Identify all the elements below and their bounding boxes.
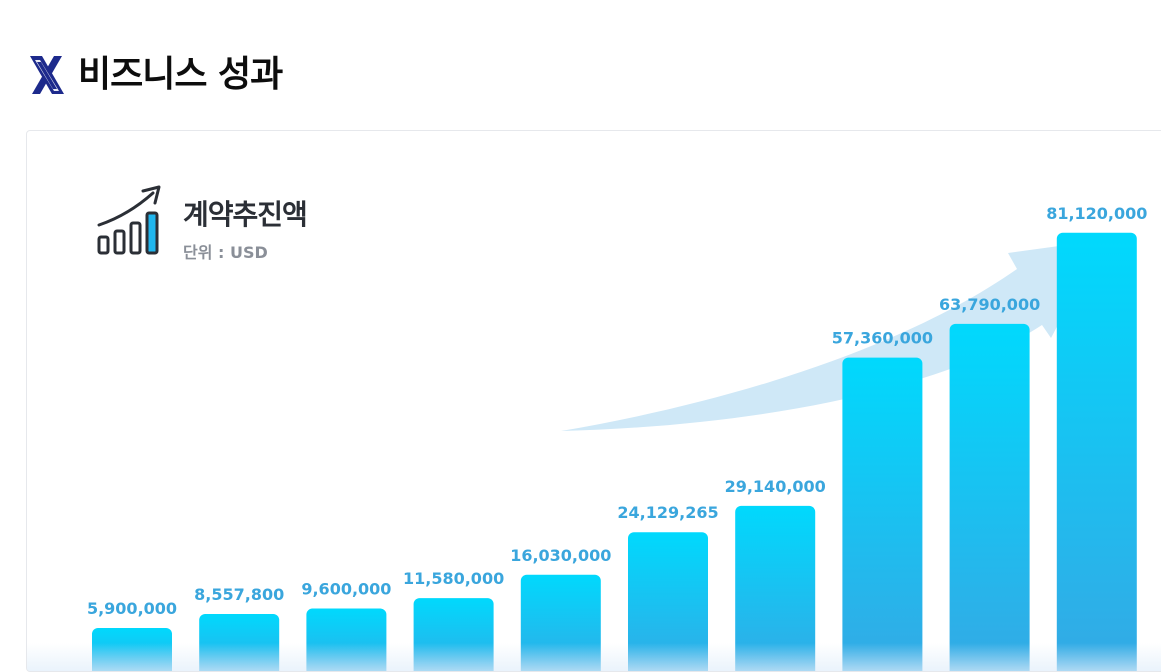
bar (92, 628, 172, 671)
bar-value-label: 63,790,000 (939, 295, 1040, 314)
chart-unit: 단위 : USD (183, 243, 268, 262)
bar (520, 574, 601, 671)
chart-title: 계약추진액 (183, 198, 308, 231)
bar (949, 323, 1030, 671)
bar (842, 357, 923, 671)
bar-value-label: 81,120,000 (1046, 204, 1147, 223)
bar (628, 532, 708, 671)
bar (306, 608, 387, 671)
bar-value-label: 9,600,000 (301, 580, 391, 599)
x-logo-icon (30, 56, 64, 94)
bar (735, 505, 816, 671)
bar-value-label: 11,580,000 (403, 569, 504, 588)
bar-value-label: 16,030,000 (510, 546, 611, 565)
bar-value-label: 5,900,000 (87, 599, 177, 618)
page-title: 비즈니스 성과 (78, 54, 283, 95)
bar-value-label: 8,557,800 (194, 585, 284, 604)
bar-chart: 5,900,000 8,557,800 9,600,000 11,580,000 16,… (87, 204, 1147, 671)
chart-card: 5,900,000 8,557,800 9,600,000 11,580,000 16,… (26, 130, 1161, 672)
page-header: 비즈니스 성과 (26, 50, 283, 100)
bar-value-label: 24,129,265 (617, 503, 718, 522)
bar (413, 598, 494, 671)
bar (1056, 232, 1137, 671)
bar (199, 614, 280, 671)
growth-chart-icon (97, 185, 161, 255)
bar-value-label: 57,360,000 (832, 329, 933, 348)
bar-value-label: 29,140,000 (725, 477, 826, 496)
